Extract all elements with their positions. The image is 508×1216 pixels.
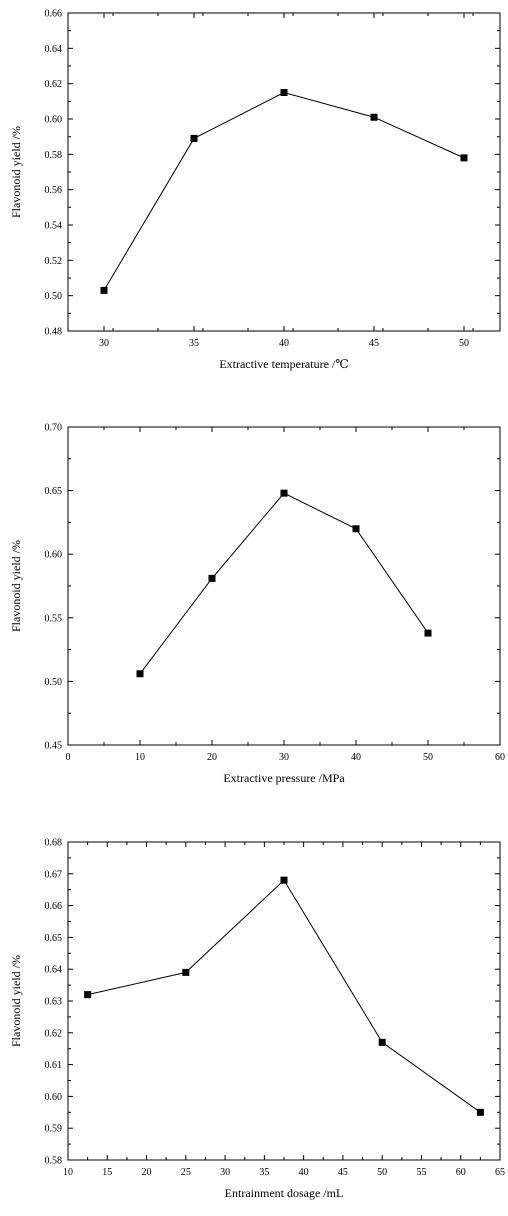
x-tick-label: 40 [279, 338, 289, 349]
y-tick-label: 0.60 [45, 1092, 63, 1103]
chart-1: 30 35 40 45 50 0.48 0.50 0.52 0.54 0.56 0.58 0.60 0.… [9, 9, 501, 371]
x-tick-label: 10 [63, 1167, 73, 1178]
y-tick-label: 0.64 [45, 965, 63, 976]
y-tick-label: 0.54 [45, 221, 63, 232]
x-tick-label: 15 [102, 1167, 112, 1178]
chart-2: 0 10 20 30 40 50 60 0.45 0.50 0.55 0.60 0.65 0.70 Ext… [9, 423, 505, 786]
y-tick-label: 0.63 [45, 997, 63, 1008]
y-tick-label: 0.50 [45, 291, 63, 302]
y-tick-label: 0.62 [45, 1028, 63, 1039]
x-tick-label: 20 [207, 752, 217, 763]
data-point [280, 876, 288, 884]
x-tick-label: 10 [135, 752, 145, 763]
y-axis-label: Flavonoid yield /% [9, 126, 23, 218]
y-tick-label: 0.68 [45, 838, 63, 849]
x-tick-label: 30 [279, 752, 289, 763]
x-tick-label: 0 [66, 752, 71, 763]
data-point [476, 1108, 484, 1116]
series-line [103, 91, 465, 291]
chart-3: 10 15 20 25 30 35 40 45 50 55 60 65 0.58 0.59 0.60 0.61… [9, 838, 505, 1201]
data-point [182, 968, 190, 976]
data-point [190, 134, 198, 142]
x-tick-label: 60 [495, 752, 505, 763]
x-tick-label: 50 [377, 1167, 387, 1178]
x-tick-label: 45 [338, 1167, 348, 1178]
data-point [378, 1038, 386, 1046]
series-line [87, 879, 481, 1113]
x-axis-label: Entrainment dosage /mL [225, 1186, 344, 1200]
y-tick-label: 0.56 [45, 185, 63, 196]
y-tick-label: 0.65 [45, 486, 63, 497]
x-axis-label: Extractive pressure /MPa [223, 771, 345, 785]
x-tick-label: 45 [369, 338, 379, 349]
y-tick-label: 0.60 [45, 550, 63, 561]
data-point [84, 991, 92, 999]
x-tick-label: 40 [351, 752, 361, 763]
x-tick-label: 50 [459, 338, 469, 349]
y-tick-label: 0.61 [45, 1060, 63, 1071]
data-point [136, 670, 144, 678]
y-tick-label: 0.58 [45, 150, 63, 161]
x-tick-label: 30 [99, 338, 109, 349]
x-tick-label: 50 [423, 752, 433, 763]
y-tick-label: 0.50 [45, 677, 63, 688]
x-tick-label: 20 [142, 1167, 152, 1178]
y-axis-label: Flavonoid yield /% [9, 540, 23, 632]
x-tick-label: 65 [495, 1167, 505, 1178]
y-tick-label: 0.55 [45, 613, 63, 624]
data-point [208, 574, 216, 582]
x-tick-label: 55 [416, 1167, 426, 1178]
plot-frame [67, 12, 501, 332]
data-point [370, 113, 378, 121]
y-tick-label: 0.60 [45, 115, 63, 126]
x-tick-label: 40 [299, 1167, 309, 1178]
y-tick-label: 0.65 [45, 933, 63, 944]
y-tick-label: 0.62 [45, 79, 63, 90]
y-axis-label: Flavonoid yield /% [9, 955, 23, 1047]
plot-frame [67, 841, 501, 1161]
y-tick-label: 0.70 [45, 423, 63, 434]
y-tick-label: 0.67 [45, 869, 63, 880]
data-point [100, 286, 108, 294]
data-point [424, 629, 432, 637]
x-tick-label: 30 [220, 1167, 230, 1178]
series-line [139, 492, 429, 675]
x-tick-label: 60 [456, 1167, 466, 1178]
y-tick-label: 0.66 [45, 901, 63, 912]
data-point [280, 89, 288, 96]
x-tick-label: 35 [259, 1167, 269, 1178]
data-point [352, 525, 360, 533]
y-tick-label: 0.58 [45, 1156, 63, 1167]
y-tick-label: 0.64 [45, 44, 63, 55]
y-tick-label: 0.45 [45, 741, 63, 752]
x-tick-label: 35 [189, 338, 199, 349]
plot-frame [67, 426, 501, 746]
data-point [460, 154, 468, 162]
y-tick-label: 0.66 [45, 9, 63, 20]
x-tick-label: 25 [181, 1167, 191, 1178]
y-tick-label: 0.59 [45, 1124, 63, 1135]
y-tick-label: 0.48 [45, 327, 63, 338]
data-point [280, 489, 288, 497]
y-tick-label: 0.52 [45, 256, 63, 267]
x-axis-label: Extractive temperature /℃ [219, 357, 348, 371]
